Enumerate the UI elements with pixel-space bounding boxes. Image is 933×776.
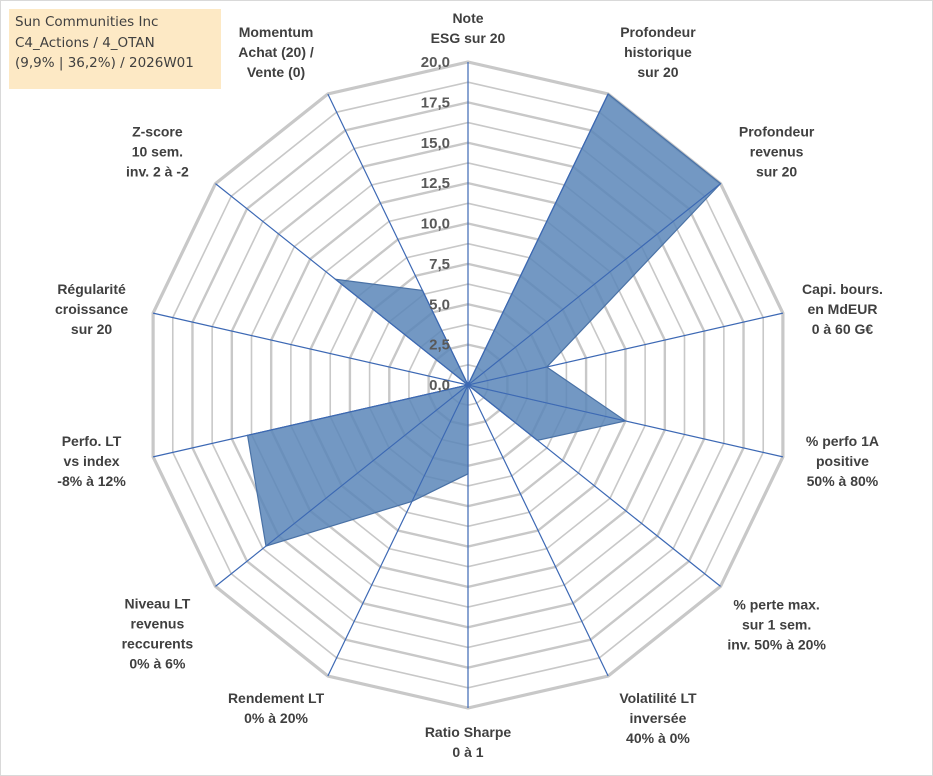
category-label-line: % perte max. [733, 597, 819, 613]
series-spoke-overlay [467, 93, 609, 386]
axis-spoke [152, 312, 469, 386]
category-label-line: sur 20 [71, 321, 112, 337]
category-label-line: en MdEUR [807, 301, 877, 317]
tick-label: 17,5 [421, 94, 450, 111]
category-label-line: 0 à 60 G€ [812, 321, 874, 337]
series-spoke-overlay [422, 290, 469, 386]
category-label-line: inversée [630, 710, 687, 726]
series-spoke-overlay [467, 366, 547, 386]
category-label-line: Régularité [57, 281, 126, 297]
category-label: % perte max. sur 1 sem. inv. 50% à 20% [727, 597, 826, 653]
series-spoke-overlay [467, 384, 538, 441]
series-spoke-overlay [247, 384, 469, 436]
category-label-line: Momentum [239, 24, 314, 40]
category-label-line: Volatilité LT [619, 690, 697, 706]
category-label-line: -8% à 12% [57, 473, 126, 489]
category-label: Profondeur historique sur 20 [620, 24, 696, 80]
category-label-line: 40% à 0% [626, 730, 690, 746]
tick-label: 12,5 [421, 175, 450, 192]
category-label-line: Profondeur [739, 123, 815, 139]
tick-label: 7,5 [429, 256, 450, 273]
category-label-line: 50% à 80% [807, 473, 879, 489]
category-label-line: 0 à 1 [452, 744, 483, 760]
category-label-line: Profondeur [620, 24, 696, 40]
category-label-line: Capi. bours. [802, 281, 883, 297]
tick-label: 15,0 [421, 135, 450, 152]
tick-label: 10,0 [421, 216, 450, 233]
series-spoke-overlay [411, 384, 469, 502]
stock-category: C4_Actions / 4_OTAN [15, 34, 155, 51]
category-label-line: Note [452, 10, 483, 26]
category-label-line: Niveau LT [124, 596, 190, 612]
category-label: % perfo 1A positive 50% à 80% [806, 433, 879, 489]
category-label: Régularité croissance sur 20 [55, 281, 128, 337]
category-label-line: sur 20 [637, 64, 678, 80]
category-label-line: Achat (20) / [238, 44, 314, 60]
category-label-line: % perfo 1A [806, 433, 879, 449]
category-label: Niveau LT revenus reccurents 0% à 6% [122, 596, 194, 672]
category-label-line: reccurents [122, 636, 194, 652]
category-label-line: inv. 50% à 20% [727, 637, 826, 653]
radar-series [246, 93, 722, 547]
stock-info-box: Sun Communities Inc C4_Actions / 4_OTAN … [9, 9, 221, 89]
series-spoke-overlay [467, 183, 721, 386]
category-label-line: 0% à 6% [129, 656, 186, 672]
category-label: Perfo. LT vs index -8% à 12% [57, 433, 126, 489]
radial-tick-labels: 0,0 2,5 5,0 7,5 10,0 12,5 15,0 17,5 20,0 [421, 54, 450, 394]
axis-spoke [467, 384, 609, 677]
series-spoke-overlay [335, 278, 469, 386]
category-labels: Note ESG sur 20 Profondeur historique sur 20… [55, 10, 883, 760]
category-label: Ratio Sharpe 0 à 1 [425, 724, 512, 760]
tick-label: 5,0 [429, 296, 450, 313]
series-area [246, 93, 722, 547]
category-label-line: inv. 2 à -2 [126, 163, 189, 179]
category-label-line: Z-score [132, 123, 183, 139]
series-spoke-overlay [467, 384, 626, 422]
category-label-line: revenus [131, 616, 185, 632]
category-label-line: vs index [64, 453, 120, 469]
tick-label: 20,0 [421, 54, 450, 71]
category-label-line: historique [624, 44, 692, 60]
category-label-line: revenus [750, 143, 804, 159]
tick-label: 2,5 [429, 337, 450, 354]
category-label-line: Vente (0) [247, 64, 305, 80]
category-label-line: sur 20 [756, 163, 797, 179]
category-label-line: croissance [55, 301, 128, 317]
category-label: Volatilité LT inversée 40% à 0% [619, 690, 697, 746]
category-label: Rendement LT 0% à 20% [228, 690, 325, 726]
category-label-line: 10 sem. [132, 143, 183, 159]
category-label: Note ESG sur 20 [431, 10, 506, 46]
category-label-line: positive [816, 453, 869, 469]
stock-name: Sun Communities Inc [15, 14, 159, 30]
series-spoke-overlay [265, 384, 469, 547]
category-label: Z-score 10 sem. inv. 2 à -2 [126, 123, 189, 179]
category-label: Profondeur revenus sur 20 [739, 123, 815, 179]
stock-stats: (9,9% | 36,2%) / 2026W01 [15, 55, 194, 71]
category-label-line: Rendement LT [228, 690, 325, 706]
category-label-line: ESG sur 20 [431, 30, 506, 46]
category-label: Capi. bours. en MdEUR 0 à 60 G€ [802, 281, 883, 337]
category-label-line: Ratio Sharpe [425, 724, 512, 740]
tick-label: 0,0 [429, 377, 450, 394]
category-label-line: Perfo. LT [62, 433, 122, 449]
category-label: Momentum Achat (20) / Vente (0) [238, 24, 314, 80]
category-label-line: 0% à 20% [244, 710, 308, 726]
category-label-line: sur 1 sem. [742, 617, 811, 633]
